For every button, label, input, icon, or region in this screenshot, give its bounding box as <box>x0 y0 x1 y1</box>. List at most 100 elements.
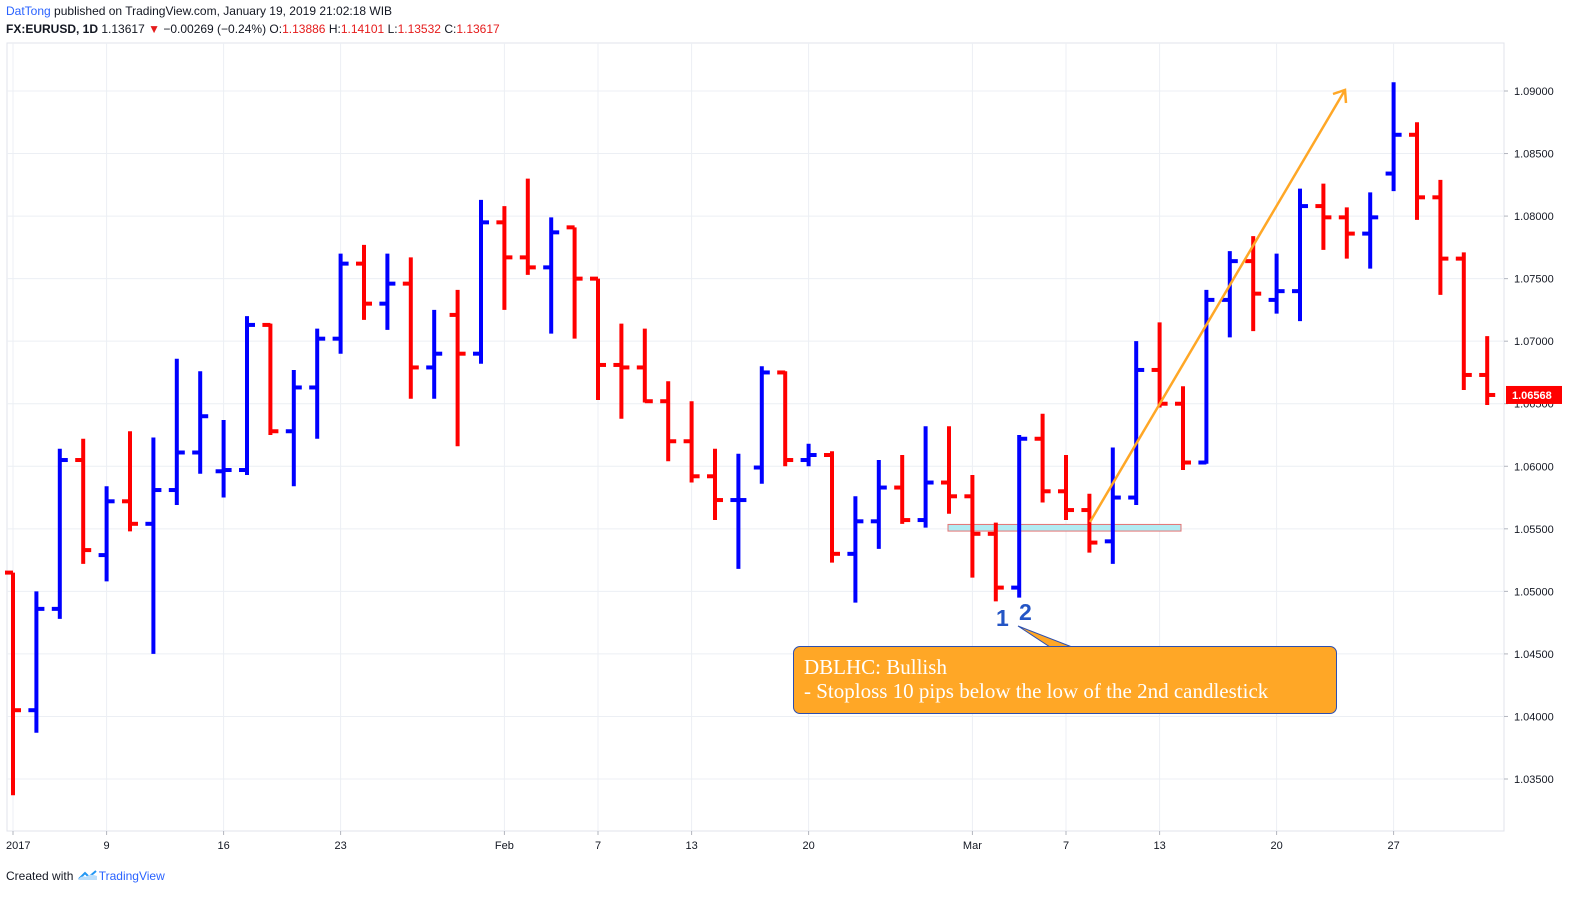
x-tick-label: 13 <box>1153 840 1165 852</box>
ohlc-bar[interactable] <box>51 448 68 619</box>
ohlc-bar[interactable] <box>1338 207 1355 259</box>
ohlc-bar[interactable] <box>168 358 185 506</box>
ohlc-bar[interactable] <box>1362 192 1379 269</box>
x-tick-label: 23 <box>334 840 346 852</box>
ohlc-bar[interactable] <box>1058 455 1074 521</box>
ohlc-bar[interactable] <box>5 570 21 796</box>
ohlc-bar[interactable] <box>192 371 209 474</box>
price-axis[interactable]: 1.03500 1.04000 1.04500 1.05000 1.05500 1.060… <box>1504 86 1554 786</box>
high-label: H: <box>328 22 341 36</box>
ohlc-bar[interactable] <box>941 426 957 514</box>
ohlc-bar[interactable] <box>496 206 513 310</box>
ohlc-bar[interactable] <box>1034 413 1051 503</box>
ohlc-bar[interactable] <box>426 309 443 399</box>
ohlc-bar[interactable] <box>1221 251 1238 338</box>
y-tick-label: 1.03500 <box>1514 774 1554 786</box>
x-tick-label: 9 <box>104 840 110 852</box>
ohlc-bar[interactable] <box>1292 188 1308 322</box>
ohlc-bar[interactable] <box>332 253 349 354</box>
close-label: C: <box>444 22 457 36</box>
ohlc-bar[interactable] <box>239 316 255 476</box>
ohlc-bar[interactable] <box>1432 179 1449 295</box>
ohlc-bar[interactable] <box>402 257 419 399</box>
ohlc-bar[interactable] <box>1409 122 1425 220</box>
ohlc-bar[interactable] <box>683 401 700 483</box>
ohlc-bar[interactable] <box>98 486 115 582</box>
open-value: 1.13886 <box>282 22 326 36</box>
price-label-bg <box>1506 385 1562 404</box>
change-arrow-icon: ▼ <box>148 22 160 36</box>
ohlc-bar[interactable] <box>1175 386 1191 471</box>
callout-title: DBLHC: Bullish <box>804 655 947 679</box>
ohlc-bar[interactable] <box>590 276 606 400</box>
x-tick-label: 7 <box>595 840 601 852</box>
ohlc-bar[interactable] <box>215 419 232 498</box>
ohlc-bar[interactable] <box>1198 289 1215 465</box>
close-value: 1.13617 <box>456 22 500 36</box>
ohlc-bar[interactable] <box>543 217 560 334</box>
open-label: O: <box>269 22 283 36</box>
zone-rect[interactable] <box>947 523 1182 532</box>
ohlc-bar[interactable] <box>379 253 396 330</box>
ohlc-bar[interactable] <box>917 426 934 528</box>
ohlc-bar[interactable] <box>1479 336 1496 405</box>
low-label: L: <box>387 22 398 36</box>
x-tick-label: Feb <box>495 840 514 852</box>
ohlc-bar[interactable] <box>987 522 1004 602</box>
ohlc-bar[interactable] <box>800 443 817 467</box>
last-price: 1.13617 <box>101 22 145 36</box>
x-tick-label: Mar <box>963 840 982 852</box>
ohlc-bar[interactable] <box>145 437 162 654</box>
x-tick-label: 13 <box>685 840 697 852</box>
symbol-name: FX:EURUSD, 1D <box>6 22 99 36</box>
publish-header: DatTong published on TradingView.com, Ja… <box>6 4 392 18</box>
ohlc-bar[interactable] <box>122 431 138 532</box>
support-zone[interactable] <box>947 523 1182 532</box>
ohlc-bar[interactable] <box>1245 236 1262 332</box>
ohlc-bar[interactable] <box>566 225 583 339</box>
trend-arrow[interactable] <box>1088 88 1348 523</box>
ohlc-bar[interactable] <box>730 453 747 569</box>
ohlc-bar[interactable] <box>870 460 887 549</box>
y-tick-label: 1.04000 <box>1514 711 1554 723</box>
ohlc-bar[interactable] <box>1104 447 1121 564</box>
ohlc-bar[interactable] <box>309 328 326 439</box>
ohlc-bar[interactable] <box>824 451 840 563</box>
ohlc-bar[interactable] <box>1268 253 1285 314</box>
ohlc-bar[interactable] <box>894 455 911 524</box>
candle-label-1: 1 <box>996 605 1009 631</box>
ohlc-bar[interactable] <box>285 369 302 487</box>
ohlc-bar[interactable] <box>636 328 653 404</box>
y-tick-label: 1.08000 <box>1514 211 1554 223</box>
ohlc-bar[interactable] <box>1011 435 1028 598</box>
ohlc-bar[interactable] <box>75 438 92 564</box>
ohlc-bar[interactable] <box>1128 341 1145 506</box>
ohlc-bar[interactable] <box>1315 183 1332 250</box>
x-tick-label: 20 <box>1270 840 1282 852</box>
ohlc-bar[interactable] <box>707 448 723 521</box>
ohlc-bar[interactable] <box>28 591 45 733</box>
ohlc-bar[interactable] <box>753 366 770 484</box>
ohlc-bar[interactable] <box>449 289 466 447</box>
author-link[interactable]: DatTong <box>6 4 51 18</box>
ohlc-bars <box>5 82 1496 796</box>
arrow-line[interactable] <box>1088 89 1347 523</box>
ohlc-bar[interactable] <box>262 322 279 435</box>
ohlc-bar[interactable] <box>964 475 981 578</box>
ohlc-bar[interactable] <box>1455 252 1472 390</box>
dblhc-callout[interactable]: DBLHC: Bullish - Stoploss 10 pips below … <box>793 646 1337 714</box>
ohlc-bar[interactable] <box>1081 493 1098 553</box>
ohlc-bar[interactable] <box>473 199 489 364</box>
ohlc-bar[interactable] <box>519 178 536 275</box>
ohlc-bar[interactable] <box>660 381 677 462</box>
ohlc-bar[interactable] <box>847 496 864 603</box>
ohlc-bar[interactable] <box>356 244 372 320</box>
tradingview-brand[interactable]: TradingView <box>98 869 165 883</box>
ohlc-bar[interactable] <box>1385 82 1402 192</box>
ohlc-bar[interactable] <box>613 323 630 419</box>
y-tick-label: 1.06000 <box>1514 461 1554 473</box>
time-axis[interactable]: 2017 9 16 23 Feb 7 13 20 Mar 7 13 20 27 <box>6 831 1400 852</box>
ohlc-bar[interactable] <box>777 370 794 467</box>
candle-label-2: 2 <box>1019 599 1032 625</box>
